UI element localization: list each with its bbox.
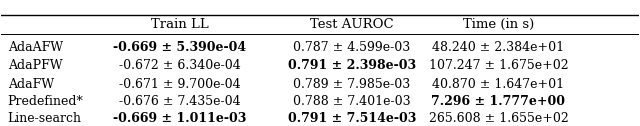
- Text: Train LL: Train LL: [151, 18, 209, 31]
- Text: 0.789 ± 7.985e-03: 0.789 ± 7.985e-03: [293, 77, 410, 91]
- Text: 48.240 ± 2.384e+01: 48.240 ± 2.384e+01: [433, 41, 564, 54]
- Text: -0.669 ± 5.390e-04: -0.669 ± 5.390e-04: [113, 41, 246, 54]
- Text: -0.672 ± 6.340e-04: -0.672 ± 6.340e-04: [119, 59, 241, 72]
- Text: 40.870 ± 1.647e+01: 40.870 ± 1.647e+01: [433, 77, 564, 91]
- Text: -0.671 ± 9.700e-04: -0.671 ± 9.700e-04: [119, 77, 241, 91]
- Text: Line-search: Line-search: [8, 112, 82, 125]
- Text: 0.791 ± 7.514e-03: 0.791 ± 7.514e-03: [287, 112, 416, 125]
- Text: Test AUROC: Test AUROC: [310, 18, 394, 31]
- Text: -0.669 ± 1.011e-03: -0.669 ± 1.011e-03: [113, 112, 246, 125]
- Text: 0.791 ± 2.398e-03: 0.791 ± 2.398e-03: [288, 59, 416, 72]
- Text: AdaPFW: AdaPFW: [8, 59, 62, 72]
- Text: 107.247 ± 1.675e+02: 107.247 ± 1.675e+02: [429, 59, 568, 72]
- Text: 7.296 ± 1.777e+00: 7.296 ± 1.777e+00: [431, 95, 565, 108]
- Text: AdaAFW: AdaAFW: [8, 41, 63, 54]
- Text: Predefined*: Predefined*: [8, 95, 83, 108]
- Text: 0.787 ± 4.599e-03: 0.787 ± 4.599e-03: [293, 41, 410, 54]
- Text: -0.676 ± 7.435e-04: -0.676 ± 7.435e-04: [119, 95, 241, 108]
- Text: Time (in s): Time (in s): [463, 18, 534, 31]
- Text: AdaFW: AdaFW: [8, 77, 54, 91]
- Text: 0.788 ± 7.401e-03: 0.788 ± 7.401e-03: [293, 95, 411, 108]
- Text: 265.608 ± 1.655e+02: 265.608 ± 1.655e+02: [429, 112, 568, 125]
